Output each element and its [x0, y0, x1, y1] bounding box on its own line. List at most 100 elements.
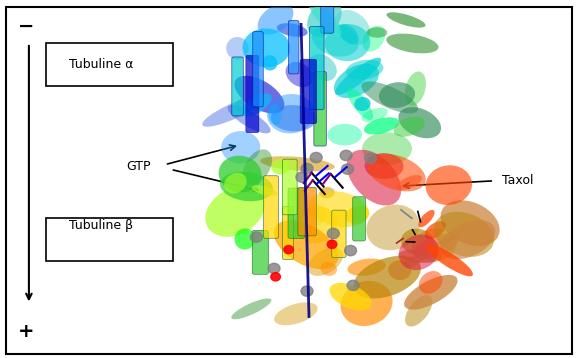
Ellipse shape [405, 72, 426, 106]
Ellipse shape [340, 281, 392, 326]
Ellipse shape [308, 54, 337, 81]
Ellipse shape [235, 76, 284, 113]
Circle shape [301, 163, 313, 174]
Ellipse shape [327, 124, 362, 145]
Ellipse shape [367, 154, 426, 192]
Ellipse shape [262, 55, 277, 71]
Ellipse shape [241, 93, 272, 116]
Ellipse shape [320, 262, 337, 276]
Ellipse shape [398, 107, 441, 138]
Ellipse shape [345, 205, 369, 224]
Ellipse shape [388, 260, 411, 280]
Ellipse shape [392, 237, 454, 274]
Ellipse shape [226, 37, 249, 60]
Ellipse shape [434, 212, 494, 257]
Ellipse shape [224, 173, 247, 193]
FancyBboxPatch shape [252, 231, 268, 274]
Circle shape [301, 286, 313, 296]
Ellipse shape [413, 234, 459, 258]
Ellipse shape [235, 228, 255, 250]
Ellipse shape [274, 220, 338, 269]
Text: GTP: GTP [127, 160, 151, 173]
Ellipse shape [325, 24, 370, 61]
Ellipse shape [307, 0, 342, 37]
Ellipse shape [243, 28, 290, 67]
Circle shape [250, 232, 262, 242]
Ellipse shape [346, 60, 383, 79]
Ellipse shape [274, 303, 317, 325]
Ellipse shape [218, 156, 262, 192]
Text: Taxol: Taxol [502, 174, 533, 187]
Ellipse shape [221, 131, 260, 164]
Ellipse shape [228, 105, 271, 133]
Ellipse shape [440, 200, 499, 246]
Ellipse shape [419, 271, 443, 294]
Ellipse shape [319, 187, 335, 198]
FancyBboxPatch shape [253, 32, 264, 107]
Ellipse shape [347, 150, 401, 205]
Ellipse shape [308, 247, 343, 276]
Ellipse shape [362, 132, 412, 165]
FancyBboxPatch shape [283, 206, 294, 260]
FancyBboxPatch shape [46, 43, 173, 86]
Ellipse shape [397, 175, 422, 190]
Ellipse shape [267, 94, 314, 134]
Circle shape [284, 246, 294, 254]
Ellipse shape [290, 189, 324, 225]
Ellipse shape [354, 256, 421, 299]
Ellipse shape [426, 244, 473, 276]
FancyBboxPatch shape [332, 210, 346, 258]
Ellipse shape [401, 229, 435, 256]
Text: +: + [18, 321, 34, 341]
Ellipse shape [366, 204, 420, 250]
Ellipse shape [364, 117, 399, 135]
Ellipse shape [335, 58, 381, 95]
Ellipse shape [398, 249, 442, 263]
Ellipse shape [339, 24, 358, 44]
Ellipse shape [399, 234, 439, 270]
FancyBboxPatch shape [264, 176, 279, 238]
FancyBboxPatch shape [232, 57, 243, 116]
FancyBboxPatch shape [300, 59, 317, 124]
Circle shape [296, 172, 308, 182]
Circle shape [342, 164, 354, 174]
Ellipse shape [329, 283, 372, 310]
FancyBboxPatch shape [314, 72, 327, 146]
Ellipse shape [268, 104, 281, 125]
Circle shape [268, 263, 280, 274]
Ellipse shape [379, 82, 415, 108]
Ellipse shape [418, 210, 435, 227]
FancyBboxPatch shape [288, 20, 299, 74]
Ellipse shape [394, 116, 425, 137]
Ellipse shape [362, 26, 386, 52]
Ellipse shape [258, 4, 294, 35]
Ellipse shape [405, 295, 432, 326]
Ellipse shape [260, 156, 335, 171]
Ellipse shape [309, 191, 369, 227]
Ellipse shape [277, 23, 307, 37]
FancyBboxPatch shape [283, 159, 297, 215]
Ellipse shape [205, 186, 265, 237]
Ellipse shape [366, 27, 387, 38]
Circle shape [365, 153, 376, 164]
Ellipse shape [235, 98, 251, 112]
Ellipse shape [387, 12, 425, 28]
Ellipse shape [440, 220, 495, 259]
Ellipse shape [271, 105, 316, 131]
Ellipse shape [286, 62, 313, 87]
Circle shape [344, 246, 357, 256]
Ellipse shape [294, 205, 337, 243]
Ellipse shape [425, 165, 472, 205]
Circle shape [310, 153, 322, 163]
FancyBboxPatch shape [298, 187, 316, 236]
Ellipse shape [404, 275, 458, 310]
Ellipse shape [347, 258, 386, 276]
FancyBboxPatch shape [288, 188, 305, 238]
Text: Tubuline β: Tubuline β [69, 219, 133, 232]
Ellipse shape [347, 88, 373, 120]
Ellipse shape [334, 64, 379, 98]
Ellipse shape [386, 34, 439, 53]
Ellipse shape [354, 97, 370, 111]
Circle shape [327, 240, 337, 248]
Circle shape [347, 280, 359, 291]
